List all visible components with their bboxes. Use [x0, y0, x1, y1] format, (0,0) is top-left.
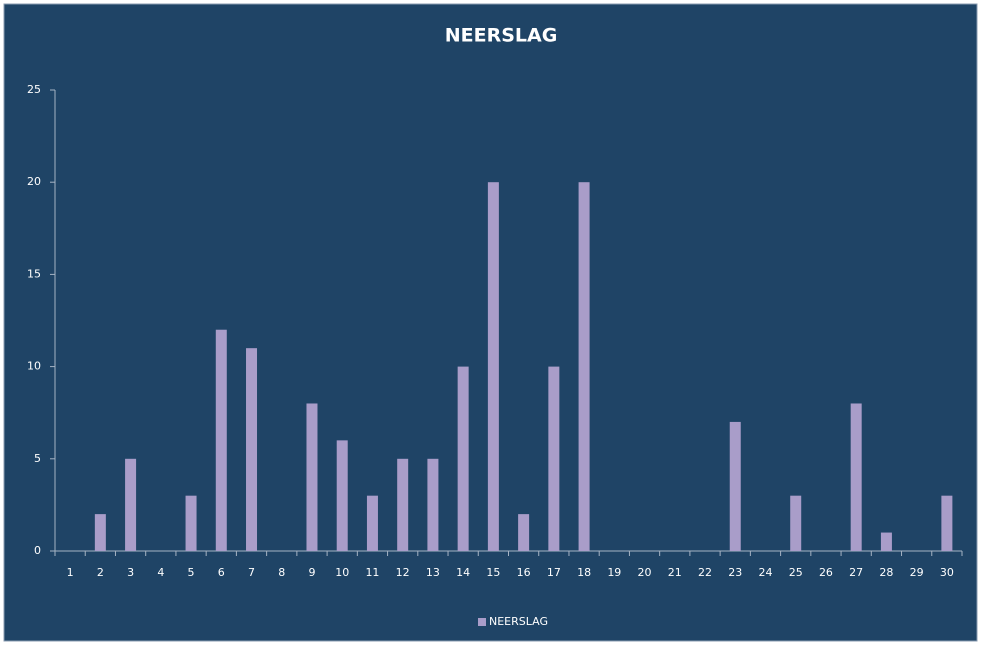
x-tick-label: 10 — [335, 566, 349, 579]
y-tick-label: 25 — [27, 83, 41, 96]
x-tick-label: 3 — [127, 566, 134, 579]
bar — [366, 495, 378, 551]
x-tick-label: 8 — [278, 566, 285, 579]
x-tick-label: 12 — [396, 566, 410, 579]
x-tick-label: 6 — [218, 566, 225, 579]
bar — [457, 366, 469, 551]
bar — [729, 421, 741, 551]
y-tick-label: 0 — [34, 544, 41, 557]
x-tick-label: 23 — [728, 566, 742, 579]
bar — [427, 458, 439, 551]
bar — [397, 458, 409, 551]
bar — [125, 458, 137, 551]
bar — [215, 329, 227, 551]
bar — [790, 495, 802, 551]
legend-swatch — [478, 618, 486, 626]
bar — [487, 182, 499, 551]
legend-label: NEERSLAG — [489, 615, 548, 628]
x-tick-label: 2 — [97, 566, 104, 579]
x-tick-label: 19 — [607, 566, 621, 579]
x-tick-label: 14 — [456, 566, 470, 579]
x-tick-label: 18 — [577, 566, 591, 579]
x-tick-label: 20 — [638, 566, 652, 579]
y-tick-label: 15 — [27, 267, 41, 280]
bar — [941, 495, 953, 551]
x-tick-label: 7 — [248, 566, 255, 579]
y-tick-label: 5 — [34, 452, 41, 465]
x-tick-label: 27 — [849, 566, 863, 579]
x-tick-label: 26 — [819, 566, 833, 579]
bar — [246, 348, 258, 551]
bar — [880, 532, 892, 551]
x-tick-label: 16 — [517, 566, 531, 579]
x-tick-label: 4 — [157, 566, 164, 579]
x-tick-label: 22 — [698, 566, 712, 579]
y-tick-label: 20 — [27, 175, 41, 188]
x-tick-label: 9 — [308, 566, 315, 579]
bar — [185, 495, 197, 551]
bar — [336, 440, 348, 551]
chart-title: NEERSLAG — [445, 25, 558, 47]
x-tick-label: 17 — [547, 566, 561, 579]
bar — [306, 403, 318, 551]
bar — [850, 403, 862, 551]
y-tick-label: 10 — [27, 360, 41, 373]
x-tick-label: 30 — [940, 566, 954, 579]
bar — [518, 514, 530, 551]
x-tick-label: 25 — [789, 566, 803, 579]
x-tick-label: 5 — [188, 566, 195, 579]
x-tick-label: 13 — [426, 566, 440, 579]
bar — [578, 182, 590, 551]
x-tick-label: 11 — [365, 566, 379, 579]
x-tick-label: 29 — [910, 566, 924, 579]
bar — [94, 514, 106, 551]
x-tick-label: 1 — [67, 566, 74, 579]
x-tick-label: 15 — [486, 566, 500, 579]
bar — [548, 366, 560, 551]
x-tick-label: 28 — [879, 566, 893, 579]
x-tick-label: 21 — [668, 566, 682, 579]
x-tick-label: 24 — [758, 566, 772, 579]
